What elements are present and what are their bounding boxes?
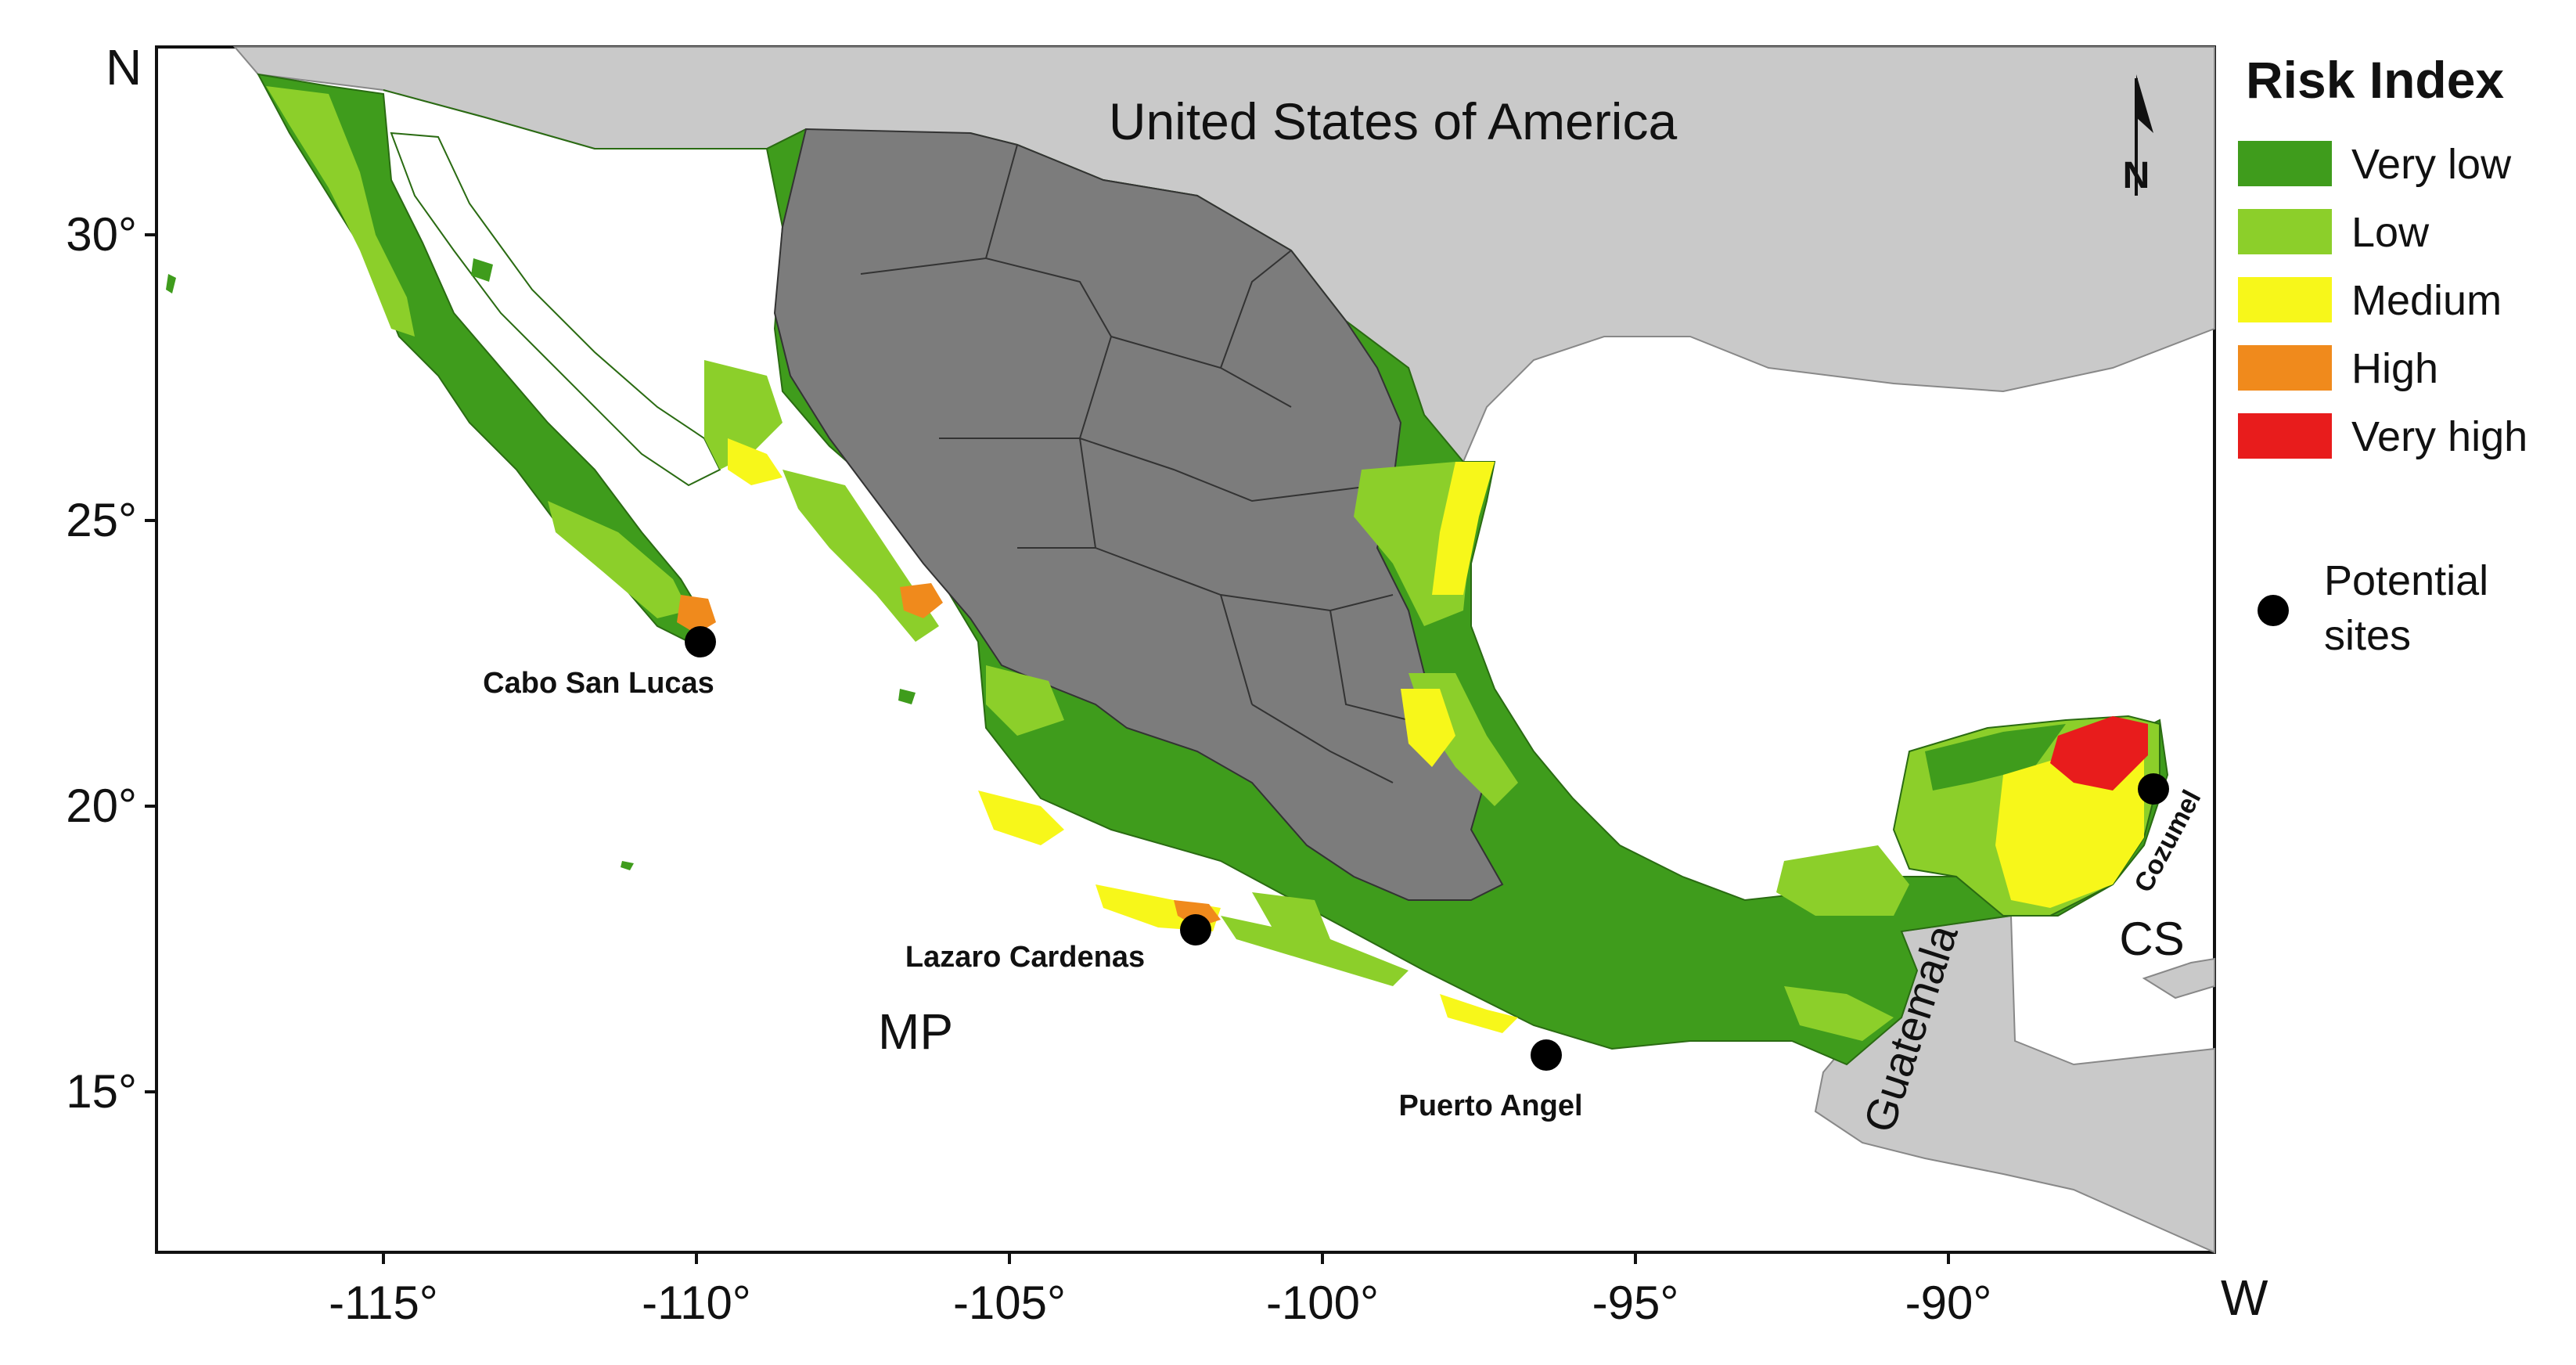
y-tick-label: 20° — [66, 780, 137, 832]
x-tick-label: -95° — [1592, 1277, 1679, 1329]
jalisco-coast-medium — [978, 791, 1064, 845]
legend-sites-label-line: sites — [2324, 612, 2411, 659]
gulf-of-california — [390, 131, 721, 487]
legend-sites-label-line: Potential — [2324, 557, 2488, 604]
baja-low-2 — [548, 501, 689, 618]
mazatlan-high — [900, 583, 943, 618]
north-arrow-head — [2136, 74, 2153, 133]
yucatan-medium — [1995, 751, 2144, 908]
west-corner-label: W — [2221, 1270, 2268, 1326]
sonora-coast-low — [704, 360, 783, 470]
legend-item-label: Very high — [2351, 413, 2527, 460]
x-tick-label: -90° — [1905, 1277, 1992, 1329]
central-low-patch — [986, 665, 1064, 736]
legend-swatch — [2238, 277, 2332, 322]
site-marker — [1180, 914, 1211, 945]
legend-site-marker — [2258, 595, 2289, 626]
mp-region-label: MP — [878, 1003, 953, 1060]
x-axis: -115° -110° -105° -100° -95° -90° — [329, 1252, 1991, 1329]
veracruz-medium — [1401, 689, 1455, 767]
legend-swatch — [2238, 345, 2332, 391]
x-tick-label: -105° — [953, 1277, 1066, 1329]
north-arrow-label: N — [2123, 155, 2150, 196]
legend: Risk Index Very low Low Medium High Very hig… — [2238, 51, 2527, 659]
y-tick-label: 30° — [66, 208, 137, 261]
legend-swatch — [2238, 141, 2332, 186]
north-arrow: N — [2123, 74, 2153, 196]
y-tick-label: 15° — [66, 1065, 137, 1118]
baja-low-1 — [266, 86, 415, 337]
guatemala-landmass — [1814, 914, 2215, 1254]
y-tick-label: 25° — [66, 494, 137, 546]
guerrero-coast-low — [1221, 916, 1409, 986]
legend-swatch — [2238, 413, 2332, 459]
legend-item-label: Medium — [2351, 277, 2502, 324]
site-marker — [1531, 1039, 1562, 1071]
y-axis: 30° 25° 20° 15° — [66, 208, 157, 1118]
interior-states — [773, 128, 1504, 901]
site-marker — [685, 626, 716, 657]
x-tick-label: -110° — [642, 1277, 751, 1329]
southern-low-patch — [1252, 892, 1330, 947]
interior-state-borders — [860, 144, 1409, 783]
x-tick-label: -100° — [1266, 1277, 1379, 1329]
legend-swatch — [2238, 209, 2332, 254]
cs-region-label: CS — [2119, 913, 2184, 965]
chiapas-low — [1784, 986, 1894, 1041]
tamaulipas-medium — [1432, 462, 1495, 595]
site-label: Cabo San Lucas — [483, 667, 714, 700]
site-label: Puerto Angel — [1398, 1089, 1582, 1122]
lazaro-high — [1174, 900, 1221, 927]
isla-tiburon — [471, 258, 493, 282]
site-cabo-san-lucas: Cabo San Lucas — [483, 626, 716, 700]
site-puerto-angel: Puerto Angel — [1398, 1039, 1583, 1122]
baja-high — [677, 595, 716, 634]
oaxaca-coast-medium — [1440, 994, 1518, 1033]
tabasco-low — [1776, 845, 1909, 916]
north-corner-label: N — [106, 39, 142, 95]
yucatan-very-high — [2050, 716, 2148, 791]
sinaloa-coast-low — [783, 470, 939, 642]
guadalupe-island — [166, 274, 176, 294]
legend-item-label: Very low — [2351, 141, 2512, 188]
sinaloa-coast-medium — [728, 438, 783, 485]
x-tick-label: -115° — [329, 1277, 438, 1329]
legend-item-label: High — [2351, 345, 2438, 392]
site-lazaro-cardenas: Lazaro Cardenas — [905, 914, 1211, 974]
site-label: Lazaro Cardenas — [905, 941, 1145, 974]
legend-sites-label: Potential sites — [2324, 557, 2500, 659]
legend-item-label: Low — [2351, 209, 2430, 256]
islas-marias — [898, 689, 916, 704]
usa-label: United States of America — [1109, 92, 1678, 150]
revillagigedo — [621, 861, 634, 870]
legend-title: Risk Index — [2246, 51, 2504, 109]
yucatan-very-low — [1925, 724, 2066, 791]
site-marker — [2138, 773, 2169, 805]
cuba-island — [2142, 957, 2215, 999]
